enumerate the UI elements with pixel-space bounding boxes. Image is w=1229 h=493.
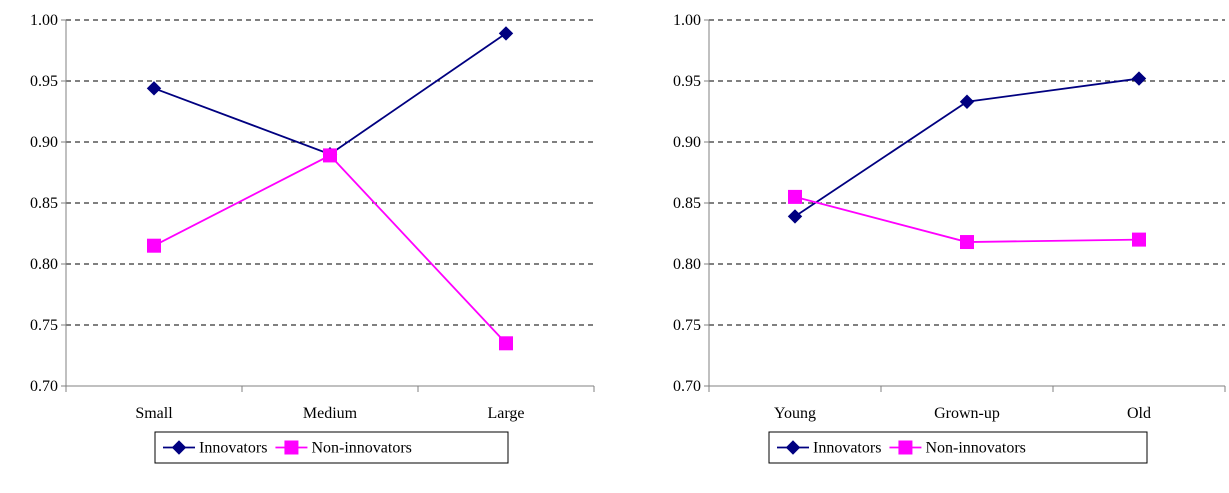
x-tick-label: Small [135,405,173,422]
data-point [498,26,514,41]
y-tick-label: 1.00 [673,12,701,29]
legend-label: Non-innovators [925,440,1025,457]
y-tick-label: 0.75 [673,317,701,334]
chart-2: 0.70 0.75 0.80 0.85 0.90 0.95 1.00 Young Grown-u… [673,12,1226,464]
legend-label: Non-innovators [311,440,411,457]
series-non-innovators [788,189,1146,250]
y-tick-label: 0.90 [30,134,58,151]
data-point [787,209,803,224]
x-tick-label: Grown-up [934,405,1000,422]
y-tick-label: 0.70 [30,378,58,395]
y-tick-label: 0.80 [30,256,58,273]
legend-marker [171,440,187,455]
legend: Innovators Non-innovators [768,431,1148,464]
legend-marker [898,440,913,455]
x-tick-label: Young [774,405,816,422]
data-point [147,238,161,253]
legend-marker [284,440,299,455]
y-tick-label: 0.85 [673,195,701,212]
y-tick-label: 0.80 [673,256,701,273]
y-tick-label: 0.90 [673,134,701,151]
legend-marker [785,440,801,455]
x-tick-label: Medium [303,405,358,422]
data-point [959,94,975,109]
data-point [323,148,337,163]
series-line [153,32,507,156]
y-tick-label: 0.70 [673,378,701,395]
series-innovators [787,71,1147,224]
data-point [146,81,162,96]
legend: Innovators Non-innovators [154,431,509,464]
data-point [1132,232,1146,247]
series-non-innovators [147,148,513,351]
data-point [499,336,513,351]
y-tick-label: 1.00 [30,12,58,29]
series-line [153,154,507,344]
series-innovators [146,26,514,162]
data-point [788,189,802,204]
y-tick-label: 0.85 [30,195,58,212]
y-tick-label: 0.75 [30,317,58,334]
y-tick-label: 0.95 [673,73,701,90]
legend-label: Innovators [813,440,881,457]
chart-1: 0.70 0.75 0.80 0.85 0.90 0.95 1.00 Small Medium L… [30,12,595,464]
legend-label: Innovators [199,440,267,457]
data-point [960,235,974,250]
data-point [1131,71,1147,86]
x-tick-label: Large [487,405,524,422]
y-tick-label: 0.95 [30,73,58,90]
x-tick-label: Old [1127,405,1151,422]
legend-box [154,431,509,464]
legend-box [768,431,1148,464]
